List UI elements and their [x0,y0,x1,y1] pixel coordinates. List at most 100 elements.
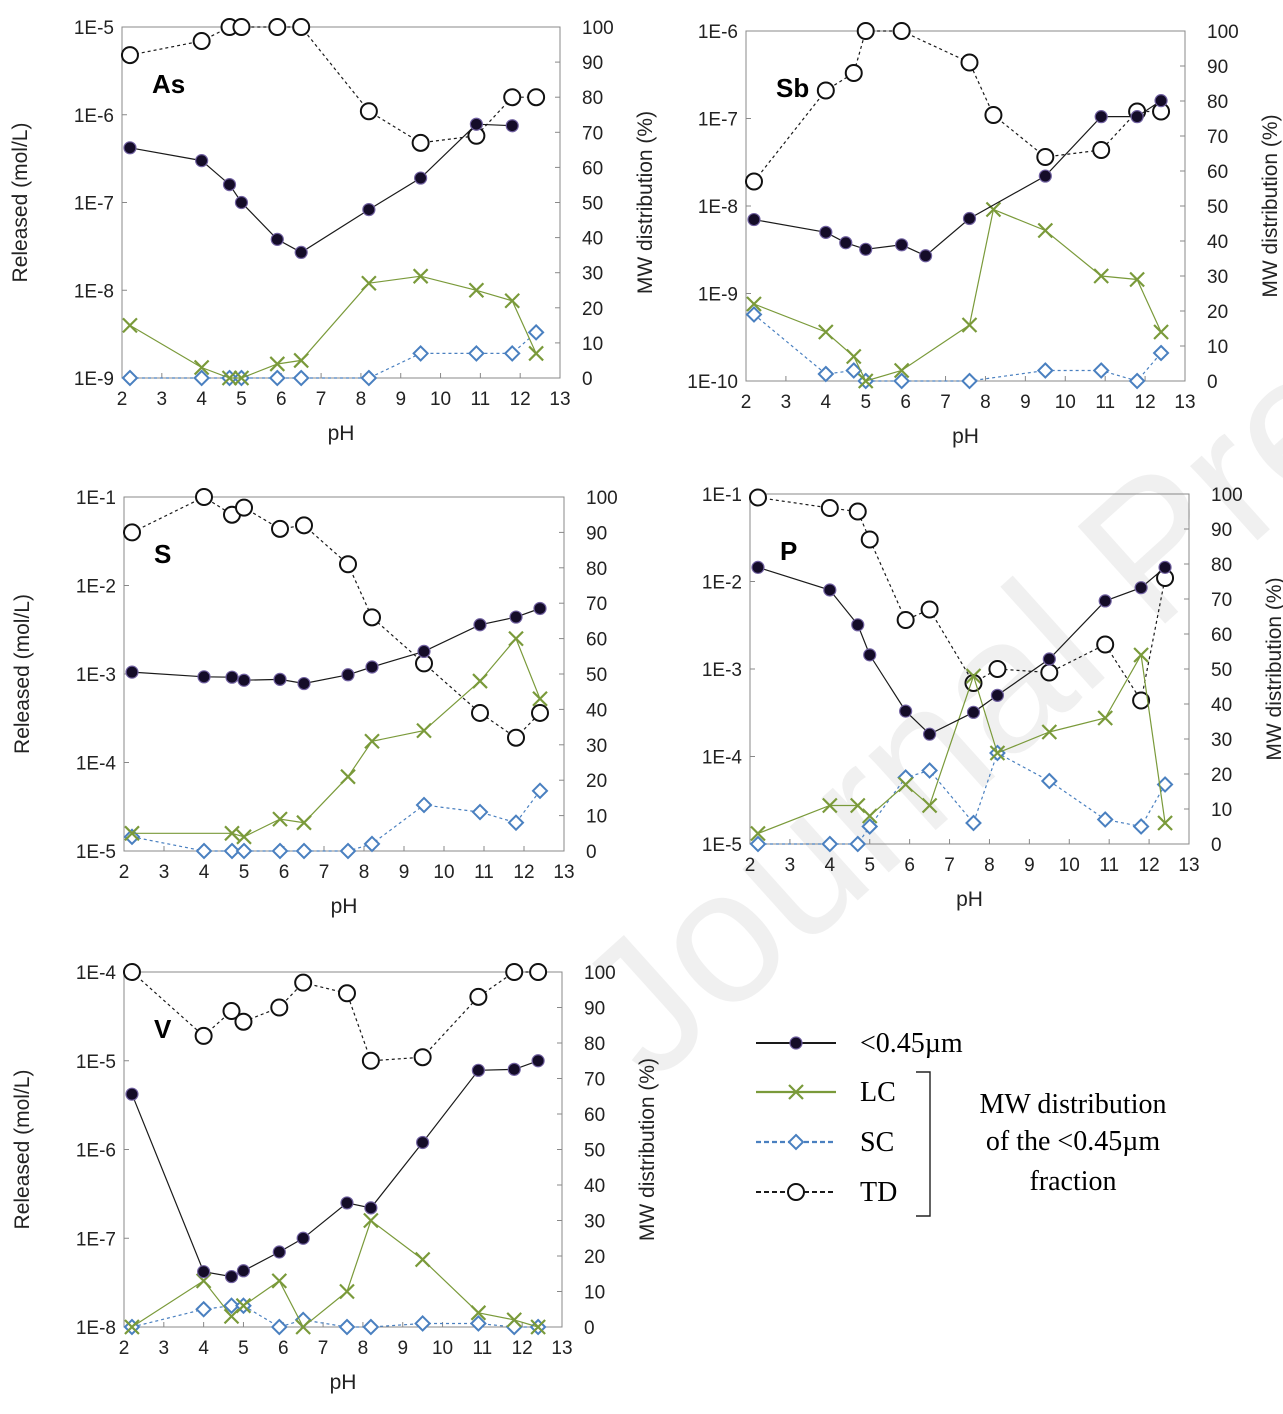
y2-tick-label: 20 [586,771,607,792]
y-tick-label: 1E-10 [687,372,738,393]
data-point-sc [471,803,489,821]
x-tick-label: 10 [432,1338,453,1359]
data-point-sc [195,1300,213,1318]
x-tick-label: 5 [864,855,875,876]
data-point-lt045 [839,236,853,250]
data-point-td [1132,691,1151,710]
data-point-lt045 [990,688,1005,702]
series-line [753,100,1162,257]
data-point-lc [857,373,874,389]
data-point-td [232,18,251,36]
plot-frame [121,26,561,379]
data-point-sc [749,835,767,853]
data-point-lt045 [341,668,355,682]
data-point-sc [1128,372,1146,390]
data-point-lt045 [1134,581,1148,595]
data-point-td [820,499,839,517]
y2-tick-label: 90 [582,53,603,74]
data-point-sc [223,842,241,860]
x-tick-label: 9 [395,389,406,410]
data-point-td [1092,141,1111,159]
data-point-lt045 [414,171,428,185]
y-tick-label: 1E-7 [698,110,738,131]
data-point-lt045 [362,203,376,217]
data-point-td [1096,635,1115,654]
x-tick-label: 9 [1024,855,1035,876]
data-point-lt045 [1130,110,1144,124]
data-point-lt045 [195,154,209,168]
data-point-td [469,987,488,1006]
data-point-lc [1097,710,1113,726]
data-point-td [856,22,875,40]
data-point-lc [1093,268,1109,284]
series-lc [124,1212,546,1335]
y2-axis-label: MW distribution (%) [1259,114,1282,297]
data-point-td [222,1002,241,1021]
legend-item-lc: LC [756,1077,896,1108]
data-point-lc [233,370,250,386]
element-label: As [152,69,185,99]
x-tick-label: 8 [984,855,995,876]
data-point-td [120,46,139,65]
data-point-lt045 [473,618,487,632]
data-point-lc [818,324,834,340]
x-tick-label: 13 [553,862,574,883]
legend-bracket [916,1071,931,1217]
y2-tick-label: 30 [1207,267,1228,288]
data-point-sc [223,1297,240,1315]
data-point-sc [292,369,310,387]
data-point-td [816,81,835,100]
data-point-lt045 [533,601,547,616]
data-point-lt045 [224,1269,239,1284]
series-line [753,314,1162,382]
series-td [744,22,1171,191]
data-point-td [744,172,763,191]
data-point-sc [505,1318,523,1336]
data-point-lt045 [863,648,877,662]
data-point-lc [122,317,138,334]
data-point-td [960,53,979,72]
data-point-sc [821,835,839,853]
data-point-lt045 [364,1201,378,1215]
legend-label: LC [860,1077,896,1108]
y2-tick-label: 60 [584,1105,605,1126]
data-point-sc [1132,818,1150,835]
y-tick-label: 1E-1 [76,488,116,509]
x-tick-label: 9 [399,862,410,883]
y-tick-label: 1E-9 [74,369,114,390]
x-tick-label: 5 [860,392,871,413]
data-point-sc [503,345,521,362]
data-point-sc [412,345,430,362]
series-line [130,331,537,379]
data-point-lt045 [272,1245,286,1259]
data-point-td [195,488,213,506]
data-point-lc [989,745,1006,761]
data-point-lt045 [270,232,284,246]
series-line [129,123,513,254]
data-point-sc [193,369,211,387]
y2-tick-label: 20 [584,1247,605,1268]
y-axis-label: Released (mol/L) [11,1070,34,1230]
y2-tick-label: 50 [1211,660,1232,681]
data-point-lt045 [197,670,211,684]
data-point-td [896,611,915,629]
data-point-lt045 [859,242,873,256]
data-point-lt045 [1094,110,1108,124]
y-tick-label: 1E-2 [702,573,742,594]
series-sc [745,306,1170,390]
data-point-sc [893,372,911,390]
y2-tick-label: 100 [586,488,618,509]
data-point-sc [845,362,863,379]
x-tick-label: 12 [513,862,534,883]
x-tick-label: 3 [157,389,168,410]
x-tick-label: 4 [821,392,832,413]
data-point-lc [1129,271,1145,288]
data-point-lc [506,1312,522,1328]
y-tick-label: 1E-7 [76,1229,116,1250]
data-point-lc [893,362,910,379]
x-tick-label: 2 [119,862,130,883]
data-point-lc [364,733,380,750]
panel-p: 2 3 4 5 6 7 8 9 10 11 12 13 1E-5 1E-4 1E-3 1E-2 1E-1 0 10 2… [702,485,1283,911]
x-tick-label: 12 [510,389,531,410]
data-point-lt045 [1042,652,1056,666]
